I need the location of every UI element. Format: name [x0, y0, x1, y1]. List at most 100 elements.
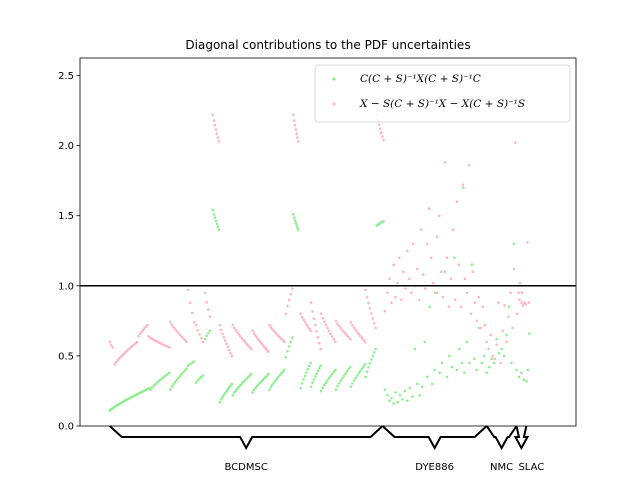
group-brace	[381, 425, 488, 451]
y-tick-label: 2.5	[58, 71, 74, 82]
data-point	[475, 319, 479, 323]
data-point	[439, 270, 443, 274]
data-point	[156, 381, 159, 384]
data-point	[286, 350, 289, 353]
data-point	[111, 346, 114, 349]
data-point	[296, 228, 300, 231]
data-point	[431, 281, 435, 285]
data-point	[303, 320, 307, 324]
plot-frame	[79, 57, 577, 427]
data-point	[489, 333, 493, 337]
data-point	[515, 368, 518, 372]
data-point	[248, 345, 251, 349]
legend-marker-x	[332, 102, 336, 106]
data-point	[334, 319, 338, 323]
data-point	[400, 298, 403, 302]
data-point	[271, 328, 274, 331]
data-point	[205, 300, 208, 304]
data-point	[433, 368, 436, 372]
data-point	[319, 389, 323, 393]
data-point	[510, 361, 513, 365]
data-point	[336, 322, 339, 326]
data-point	[173, 328, 177, 331]
data-point	[342, 330, 346, 334]
data-point	[135, 340, 139, 344]
data-point	[226, 345, 230, 349]
data-point	[292, 213, 295, 216]
data-point	[481, 305, 485, 309]
data-point	[116, 359, 119, 362]
data-point	[345, 370, 349, 373]
data-point	[281, 370, 285, 373]
data-point	[212, 213, 216, 216]
data-point	[324, 323, 328, 327]
data-point	[257, 338, 260, 341]
data-point	[401, 398, 404, 401]
data-point	[518, 281, 522, 285]
data-point	[216, 136, 220, 139]
group-label: DYE886	[415, 462, 454, 473]
data-point	[527, 301, 531, 304]
data-point	[473, 357, 476, 361]
data-point	[211, 113, 215, 117]
data-point	[311, 381, 314, 385]
data-point	[231, 393, 235, 397]
data-point	[188, 362, 192, 366]
data-point	[309, 301, 313, 304]
series-0	[108, 186, 531, 412]
chart-title: Diagonal contributions to the PDF uncert…	[185, 38, 470, 52]
data-point	[215, 132, 219, 135]
data-point	[485, 371, 489, 375]
data-point	[408, 386, 412, 390]
data-point	[315, 372, 318, 376]
data-point	[307, 327, 311, 330]
data-point	[233, 326, 236, 330]
data-point	[359, 369, 362, 373]
data-point	[342, 374, 346, 378]
data-point	[507, 315, 510, 319]
data-point	[349, 365, 352, 369]
data-point	[381, 135, 384, 138]
data-point	[299, 312, 303, 316]
data-point	[457, 263, 461, 267]
data-point	[198, 377, 201, 381]
data-point	[388, 399, 391, 403]
data-point	[411, 395, 414, 398]
data-point	[230, 382, 234, 386]
data-point	[420, 385, 424, 389]
data-point	[170, 323, 174, 327]
data-point	[505, 340, 508, 344]
data-point	[175, 330, 179, 333]
data-point	[246, 344, 250, 347]
data-point	[192, 321, 196, 324]
data-point	[323, 320, 326, 324]
data-point	[311, 310, 314, 313]
data-point	[239, 335, 242, 338]
data-point	[284, 356, 288, 359]
data-point	[268, 388, 271, 391]
data-point	[341, 328, 344, 332]
data-point	[394, 295, 397, 299]
data-point	[475, 368, 479, 372]
data-point	[283, 340, 286, 344]
data-point	[169, 388, 172, 391]
group-label: NMC	[490, 462, 513, 473]
data-point	[445, 256, 449, 260]
data-point	[313, 323, 317, 327]
data-point	[296, 140, 300, 143]
data-point	[309, 361, 312, 365]
y-axis: 0.0 0.5 1.0 1.5 2.0 2.5	[58, 71, 80, 433]
data-point	[437, 214, 441, 217]
data-point	[388, 277, 391, 281]
data-point	[352, 379, 356, 382]
data-point	[114, 360, 118, 364]
data-point	[453, 298, 457, 302]
data-point	[255, 336, 259, 339]
data-point	[525, 379, 528, 383]
data-point	[367, 366, 370, 369]
data-point	[231, 323, 235, 327]
data-point	[337, 382, 341, 385]
data-point	[292, 113, 295, 117]
y-tick-label: 1.0	[58, 281, 74, 292]
data-point	[293, 123, 297, 127]
